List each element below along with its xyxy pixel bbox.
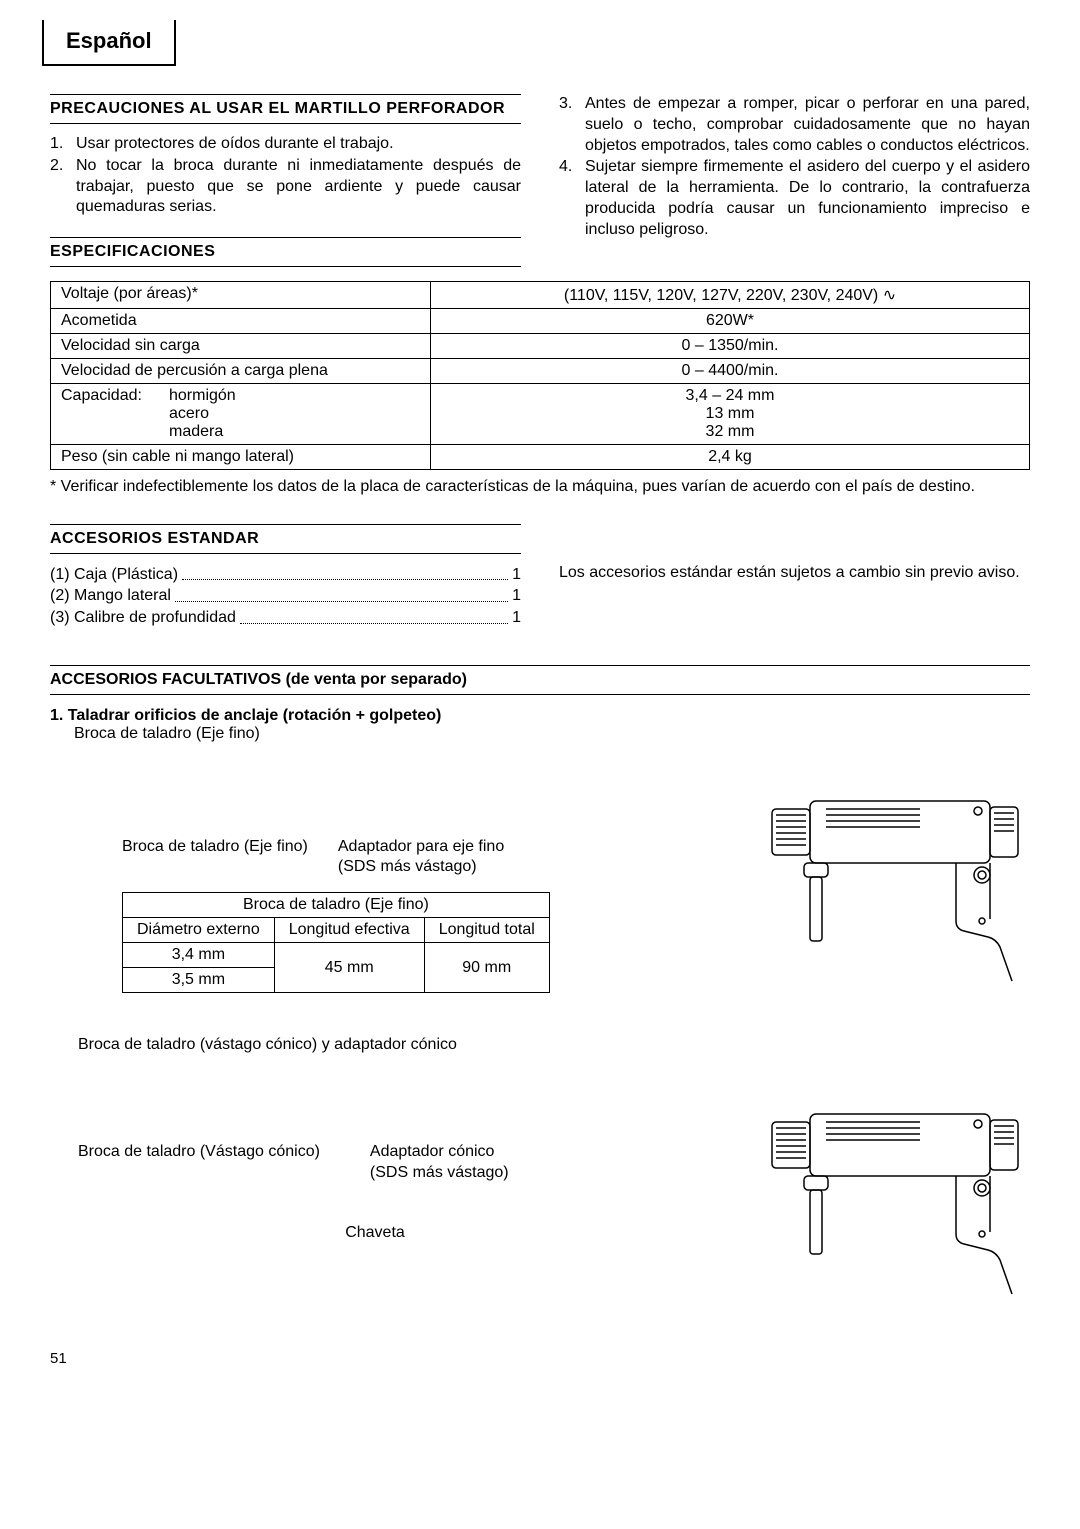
language-tab: Español [42, 20, 176, 66]
list-text: Antes de empezar a romper, picar o perfo… [585, 94, 1030, 156]
list-num: 3. [559, 94, 585, 156]
precautions-columns: PRECAUCIONES AL USAR EL MARTILLO PERFORA… [50, 94, 1030, 277]
chaveta-label: Chaveta [50, 1224, 760, 1242]
spec-key: Velocidad sin carga [51, 334, 431, 359]
facul-title: ACCESORIOS FACULTATIVOS (de venta por se… [50, 665, 1030, 695]
std-acc-list: (1) Caja (Plástica)1 (2) Mango lateral1 … [50, 564, 521, 629]
spec-val: 620W* [431, 309, 1030, 334]
facul-item-sub: Broca de taladro (Eje fino) [50, 725, 1030, 743]
table-col: Longitud total [424, 918, 549, 943]
label-adapter-2-sub: (SDS más vástago) [370, 1163, 509, 1184]
drill-illustration-icon [760, 781, 1030, 991]
label-broca-2: Broca de taladro (Vástago cónico) [78, 1142, 320, 1184]
label-broca: Broca de taladro (Eje fino) [122, 837, 308, 879]
precautions-right-list: 3.Antes de empezar a romper, picar o per… [559, 94, 1030, 241]
drill-bit-table: Broca de taladro (Eje fino) Diámetro ext… [122, 892, 550, 993]
spec-key: Acometida [51, 309, 431, 334]
dotted-leader [175, 585, 508, 602]
dotted-leader [240, 607, 508, 624]
spec-capacity-key: Capacidad: hormigón acero madera [51, 384, 431, 445]
facul-item: 1. Taladrar orificios de anclaje (rotaci… [50, 707, 1030, 743]
spec-key: Peso (sin cable ni mango lateral) [51, 445, 431, 470]
list-num: 1. [50, 134, 76, 155]
acc-qty: 1 [512, 607, 521, 629]
illustration-row-1: Broca de taladro (Eje fino) Adaptador pa… [50, 781, 1030, 994]
spec-key: Voltaje (por áreas)* [51, 282, 431, 309]
capacity-item: madera [169, 423, 236, 441]
page-number: 51 [50, 1350, 1030, 1367]
spec-val: (110V, 115V, 120V, 127V, 220V, 230V, 240… [431, 282, 1030, 309]
precautions-title: PRECAUCIONES AL USAR EL MARTILLO PERFORA… [50, 94, 521, 124]
capacity-val: 3,4 – 24 mm [441, 387, 1019, 405]
illustration-row-2: Broca de taladro (Vástago cónico) Adapta… [50, 1094, 1030, 1304]
mid-description: Broca de taladro (vástago cónico) y adap… [50, 1035, 1030, 1056]
specs-footnote: * Verificar indefectiblemente los datos … [50, 476, 1030, 498]
table-header: Broca de taladro (Eje fino) [123, 893, 550, 918]
dotted-leader [182, 564, 508, 581]
list-num: 2. [50, 156, 76, 218]
list-text: No tocar la broca durante ni inmediatame… [76, 156, 521, 218]
capacity-label: Capacidad: [61, 387, 169, 441]
table-cell: 3,5 mm [123, 968, 275, 993]
capacity-val: 32 mm [441, 423, 1019, 441]
capacity-val: 13 mm [441, 405, 1019, 423]
label-adapter-sub: (SDS más vástago) [338, 857, 504, 878]
label-adapter-2: Adaptador cónico [370, 1142, 509, 1163]
facul-item-bold: 1. Taladrar orificios de anclaje (rotaci… [50, 707, 1030, 725]
acc-name: (1) Caja (Plástica) [50, 564, 178, 586]
std-acc-columns: ACCESORIOS ESTANDAR (1) Caja (Plástica) 1… [50, 524, 1030, 629]
acc-qty: 1 [512, 564, 521, 586]
table-cell: 45 mm [274, 943, 424, 993]
capacity-item: hormigón [169, 387, 236, 405]
table-cell: 90 mm [424, 943, 549, 993]
component-labels-2: Broca de taladro (Vástago cónico) Adapta… [50, 1142, 760, 1184]
table-col: Diámetro externo [123, 918, 275, 943]
drill-illustration-icon [760, 1094, 1030, 1304]
specs-title: ESPECIFICACIONES [50, 237, 521, 267]
table-col: Longitud efectiva [274, 918, 424, 943]
spec-val: 0 – 4400/min. [431, 359, 1030, 384]
spec-capacity-val: 3,4 – 24 mm 13 mm 32 mm [431, 384, 1030, 445]
acc-qty: 1 [512, 585, 521, 607]
spec-key: Velocidad de percusión a carga plena [51, 359, 431, 384]
list-num: 4. [559, 157, 585, 240]
acc-name: (2) Mango lateral [50, 585, 171, 607]
spec-val: 2,4 kg [431, 445, 1030, 470]
component-labels: Broca de taladro (Eje fino) Adaptador pa… [50, 837, 760, 879]
list-text: Usar protectores de oídos durante el tra… [76, 134, 521, 155]
std-acc-note: Los accesorios estándar están sujetos a … [559, 562, 1030, 584]
std-acc-title: ACCESORIOS ESTANDAR [50, 524, 521, 554]
precautions-left-list: 1.Usar protectores de oídos durante el t… [50, 134, 521, 218]
table-cell: 3,4 mm [123, 943, 275, 968]
acc-name: (3) Calibre de profundidad [50, 607, 236, 629]
list-text: Sujetar siempre firmemente el asidero de… [585, 157, 1030, 240]
capacity-item: acero [169, 405, 236, 423]
specs-table: Voltaje (por áreas)*(110V, 115V, 120V, 1… [50, 281, 1030, 470]
label-adapter: Adaptador para eje fino [338, 837, 504, 858]
spec-val: 0 – 1350/min. [431, 334, 1030, 359]
language-tab-label: Español [66, 28, 152, 53]
